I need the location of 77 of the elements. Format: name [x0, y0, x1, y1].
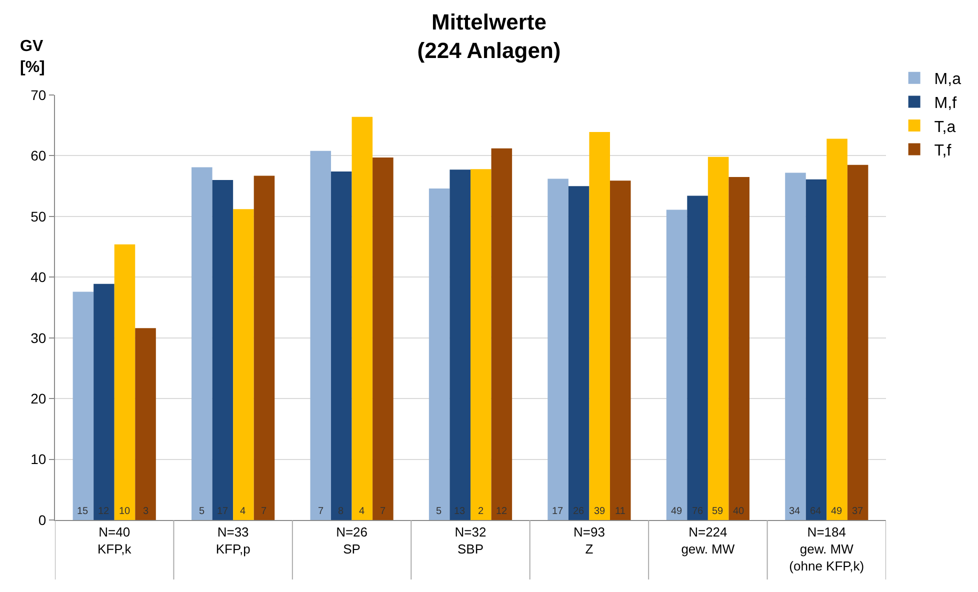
annotation: 37 — [852, 506, 864, 517]
annotation: 11 — [615, 506, 626, 517]
bar — [114, 244, 136, 520]
x-tick-label: N=32 SBP — [454, 524, 486, 556]
bar — [826, 138, 848, 520]
bar — [548, 178, 568, 520]
annotation: 15 — [77, 506, 89, 517]
bar — [687, 196, 708, 520]
annotation: 40 — [733, 506, 745, 517]
annotation: 7 — [318, 506, 324, 517]
annotation: 4 — [359, 506, 365, 517]
annotation: 13 — [454, 506, 466, 517]
y-tick-label: 20 — [30, 390, 46, 406]
bar — [806, 179, 827, 520]
annotation: 8 — [338, 506, 344, 517]
bar — [568, 186, 590, 520]
bar — [666, 210, 688, 520]
annotation: 7 — [261, 506, 267, 517]
bar — [728, 176, 750, 520]
y-tick-label: 40 — [30, 269, 46, 286]
legend-label: M,a — [934, 71, 962, 88]
legend-label: T,f — [934, 142, 952, 160]
bar — [428, 188, 450, 520]
annotation: 4 — [240, 506, 246, 517]
x-tick-label: N=224 gew. MW — [681, 524, 736, 556]
x-tick-label: N=26 SP — [336, 524, 368, 556]
annotation: 59 — [712, 506, 724, 517]
bar — [708, 156, 729, 520]
annotation: 49 — [831, 506, 843, 517]
bar — [72, 292, 94, 520]
x-tick-label: N=93 Z — [573, 524, 605, 556]
y-axis-title: GV [%] — [20, 38, 45, 76]
annotation: 34 — [789, 506, 801, 517]
annotation: 7 — [380, 506, 386, 517]
annotation: 49 — [671, 506, 683, 517]
y-tick-label: 0 — [38, 512, 46, 528]
bar — [785, 172, 806, 520]
bar — [372, 158, 394, 520]
y-tick-label: 10 — [30, 451, 46, 468]
annotation: 2 — [478, 506, 484, 517]
x-tick-label: N=33 KFP,p — [216, 524, 250, 556]
legend-label: T,a — [934, 118, 956, 136]
annotation: 17 — [552, 506, 564, 517]
annotation: 5 — [436, 506, 442, 517]
bar — [212, 180, 234, 520]
bar — [310, 150, 332, 520]
annotation: 5 — [199, 506, 205, 517]
bar — [450, 170, 470, 520]
annotation: 12 — [496, 506, 508, 517]
annotation: 3 — [143, 506, 149, 517]
bar — [610, 180, 631, 520]
annotation: 17 — [217, 506, 229, 517]
bar — [352, 116, 373, 520]
x-tick-label: N=40 KFP,k — [98, 524, 132, 556]
bar — [233, 209, 254, 520]
bar — [135, 328, 156, 520]
bar — [847, 164, 868, 520]
annotation: 76 — [692, 506, 704, 517]
x-tick-label: N=184 gew. MW (ohne KFP,k) — [789, 524, 864, 574]
annotation: 26 — [573, 506, 585, 517]
annotation: 64 — [810, 506, 822, 517]
bar — [94, 284, 114, 520]
bar — [491, 148, 512, 520]
y-tick-label: 30 — [30, 330, 46, 346]
bar — [470, 169, 492, 520]
chart-title: Mittelwerte (224 Anlagen) — [417, 10, 561, 64]
bar — [331, 172, 352, 520]
y-tick-label: 50 — [30, 208, 46, 224]
legend-label: M,f — [934, 94, 958, 112]
bar — [192, 167, 212, 520]
y-tick-label: 70 — [30, 86, 46, 103]
y-tick-label: 60 — [30, 148, 46, 164]
annotation: 12 — [98, 506, 110, 517]
bar — [254, 176, 275, 520]
annotation: 39 — [594, 506, 606, 517]
bar — [589, 132, 610, 520]
annotation: 10 — [119, 506, 131, 517]
